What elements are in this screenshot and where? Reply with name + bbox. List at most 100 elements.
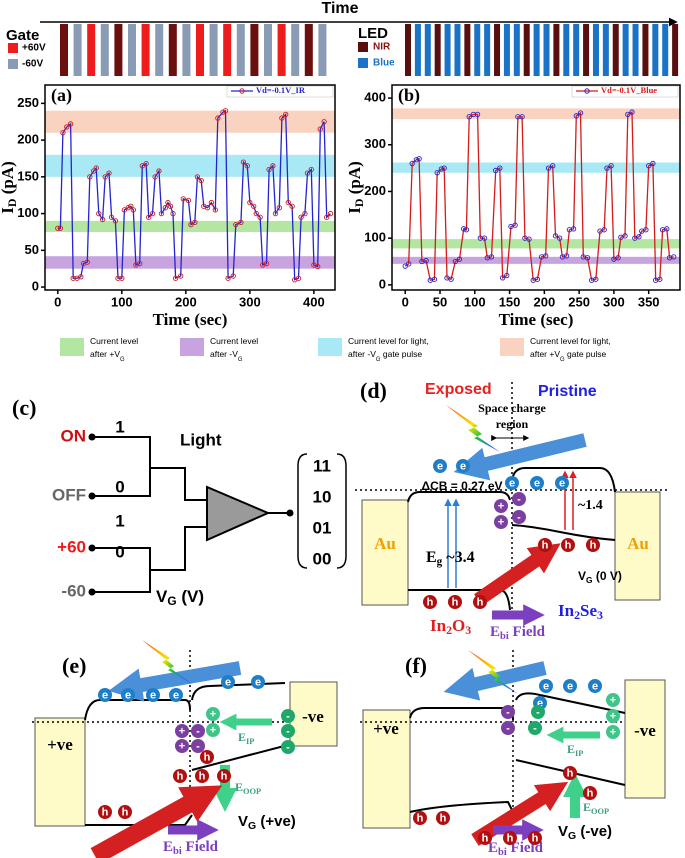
subscript: G (120, 357, 125, 363)
legend-label: after -VG (210, 349, 243, 362)
data-point (434, 170, 440, 176)
current-band (392, 256, 680, 264)
hole-label: h (587, 787, 594, 799)
data-point (57, 225, 64, 231)
y-tick-label: 300 (364, 136, 386, 151)
vg-label: VG (-ve) (558, 823, 612, 842)
legend-swatch (358, 42, 368, 52)
subscript: IP (246, 737, 254, 746)
pulse-bar (503, 24, 510, 76)
led-label: LED (358, 25, 388, 42)
series-line (57, 109, 331, 281)
legend-label: Vd=-0.1V_IR (256, 85, 306, 95)
data-point (448, 276, 454, 282)
text-part: Field (509, 624, 546, 640)
data-point (84, 259, 90, 265)
plot-frame (44, 84, 336, 291)
hole (195, 769, 209, 783)
legend-box (571, 85, 679, 98)
field-label: EOOP (235, 780, 261, 796)
positive-charge-label: + (498, 500, 504, 512)
subscript: G (167, 594, 176, 608)
negative-charge-label: - (517, 493, 521, 505)
field-label: EIP (567, 742, 583, 758)
y-tick-label: 100 (364, 230, 386, 245)
pulse-bar (196, 24, 204, 76)
legend-label: Vd=-0.1V_Blue (601, 85, 657, 95)
hole-label: h (221, 770, 228, 782)
electron (433, 459, 447, 473)
output-code: 11 (313, 456, 331, 475)
data-point (78, 274, 84, 280)
data-point (295, 275, 302, 281)
pulse-bar (454, 24, 461, 76)
positive-charge (494, 499, 508, 513)
electron-label: e (437, 460, 443, 472)
positive-charge-label: + (610, 726, 616, 738)
data-point (130, 207, 136, 213)
hole-label: h (122, 806, 129, 818)
plot-frame (391, 84, 681, 291)
pulse-bar (642, 24, 649, 76)
hole (448, 595, 462, 609)
data-point (304, 170, 311, 176)
terminal (88, 492, 96, 500)
data-point (67, 121, 74, 127)
text-part: (-ve) (576, 823, 612, 840)
pulse-bar (250, 24, 259, 76)
data-point (629, 109, 635, 115)
data-point (550, 163, 556, 169)
terminal (88, 433, 96, 441)
data-point (302, 210, 308, 217)
subscript: G (568, 830, 576, 842)
x-tick-label: 250 (568, 294, 590, 309)
pulse-bar (484, 24, 491, 76)
subscript: bi (500, 631, 509, 642)
data-point (526, 236, 532, 242)
legend-box (226, 85, 334, 98)
text-part: In (558, 601, 575, 620)
legend-label: Current level (90, 336, 138, 346)
data-point (664, 226, 670, 232)
electron (505, 476, 519, 490)
electrode-label: -ve (634, 721, 656, 740)
y-tick-label: 50 (25, 242, 39, 257)
hole (413, 811, 427, 825)
text-part: ~3.4 (442, 549, 474, 566)
legend-marker (584, 88, 590, 94)
hole-label: h (440, 812, 447, 824)
data-point (289, 203, 295, 209)
data-point (622, 233, 628, 239)
positive-charge (606, 693, 620, 707)
data-point (298, 214, 304, 220)
pulse-bar (444, 24, 451, 76)
data-point (615, 255, 621, 261)
electron (221, 675, 235, 689)
data-point (423, 257, 429, 264)
data-point (99, 216, 106, 223)
data-point (643, 227, 649, 233)
data-point (272, 210, 279, 217)
subscript: G (238, 357, 243, 363)
data-point (119, 275, 125, 281)
hole (586, 538, 600, 552)
data-point (208, 199, 215, 206)
electron-label: e (592, 680, 598, 692)
data-point (198, 177, 204, 184)
data-point (279, 115, 285, 121)
pulse-bar (114, 24, 123, 76)
subscript: g (437, 556, 443, 568)
data-point (156, 168, 162, 174)
hole (478, 831, 492, 845)
data-point (657, 276, 663, 282)
data-point (577, 110, 584, 116)
hole-flow-arrow (471, 781, 569, 846)
pulse-bar (277, 24, 286, 76)
negative-charge (501, 705, 515, 719)
pulse-bar (182, 24, 191, 76)
light-bolt (446, 405, 500, 452)
data-point (251, 203, 257, 209)
input-label: ON (61, 426, 87, 445)
vg-label: VG (V) (156, 587, 204, 608)
subscript: IP (575, 749, 583, 758)
